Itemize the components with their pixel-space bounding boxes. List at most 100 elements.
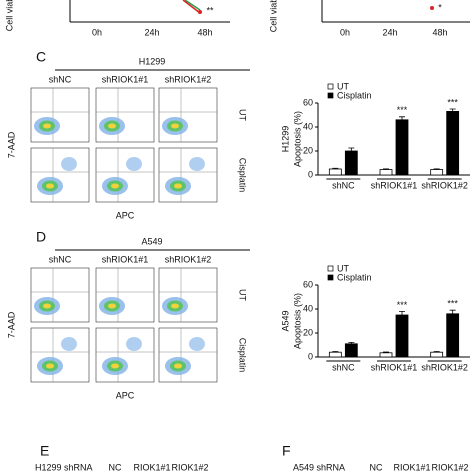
panel-label: C xyxy=(36,49,46,65)
error-bar xyxy=(399,311,405,315)
bar xyxy=(328,351,342,358)
error-bar xyxy=(449,108,456,112)
flow-plot xyxy=(30,87,90,143)
flow-plot xyxy=(95,147,155,203)
lane-label: RIOK1#1 xyxy=(393,462,430,472)
population xyxy=(189,157,205,171)
population xyxy=(43,123,51,129)
significance: * xyxy=(438,2,442,12)
y-label: Apoptosis (%) xyxy=(292,293,302,349)
bar xyxy=(344,150,358,176)
significance: *** xyxy=(447,299,458,309)
column-label: shNC xyxy=(49,74,72,84)
bar xyxy=(379,169,393,176)
flow-plot xyxy=(158,327,218,383)
bar xyxy=(430,351,444,358)
column-label: shNC xyxy=(49,254,72,264)
y-label: Apoptosis (%) xyxy=(292,111,302,167)
point xyxy=(198,10,202,14)
panel-label: D xyxy=(36,229,46,245)
curve xyxy=(182,0,201,14)
y-tick-label: 0 xyxy=(308,351,313,361)
significance: ** xyxy=(206,5,214,15)
flow-plot xyxy=(158,147,218,203)
population xyxy=(46,183,54,189)
x-tick-label: shNC xyxy=(332,180,355,190)
bar xyxy=(446,111,460,176)
x-tick-label: shNC xyxy=(332,362,355,372)
error-bar xyxy=(383,351,389,353)
significance: *** xyxy=(397,105,408,115)
row-label: Cisplatin xyxy=(238,158,248,193)
population xyxy=(174,363,182,369)
x-label: APC xyxy=(116,390,135,400)
panel-title: H1299 xyxy=(139,56,166,66)
population xyxy=(43,303,51,309)
lane-label: RIOK1#1 xyxy=(133,462,170,472)
column-label: shRIOK1#2 xyxy=(165,254,212,264)
column-label: shRIOK1#1 xyxy=(102,254,149,264)
y-tick-label: 20 xyxy=(303,327,313,337)
error-bar xyxy=(433,351,440,353)
population xyxy=(111,363,119,369)
bar xyxy=(395,314,409,358)
legend-label: Cisplatin xyxy=(337,272,372,282)
y-tick-label: 40 xyxy=(303,121,313,131)
y-label: Cell viab xyxy=(4,0,14,31)
flow-plot xyxy=(95,267,155,323)
error-bar xyxy=(383,168,389,170)
y-tick-label: 60 xyxy=(303,97,313,107)
legend-swatch xyxy=(327,265,334,272)
x-tick-label: shRIOK1#1 xyxy=(371,362,418,372)
population xyxy=(61,157,77,171)
lane-label: NC xyxy=(370,462,383,472)
x-tick-label: 48h xyxy=(432,27,447,37)
y-tick-label: 20 xyxy=(303,145,313,155)
row-label: UT xyxy=(238,289,248,301)
flow-plot xyxy=(30,327,90,383)
error-bar xyxy=(332,167,339,169)
population xyxy=(46,363,54,369)
legend-swatch xyxy=(327,274,334,281)
column-label: shRIOK1#1 xyxy=(102,74,149,84)
cell-line: H1299 xyxy=(280,126,290,153)
column-label: shRIOK1#2 xyxy=(165,74,212,84)
population xyxy=(171,123,179,129)
flow-plot xyxy=(30,147,90,203)
y-tick-label: 40 xyxy=(303,303,313,313)
x-tick-label: shRIOK1#2 xyxy=(421,180,468,190)
x-tick-label: 24h xyxy=(144,27,159,37)
x-tick-label: 24h xyxy=(382,27,397,37)
population xyxy=(108,123,116,129)
bar xyxy=(328,168,342,176)
legend-label: Cisplatin xyxy=(337,90,372,100)
y-label: Cell viabi xyxy=(268,0,278,32)
row-label: Cisplatin xyxy=(238,338,248,373)
x-tick-label: shRIOK1#1 xyxy=(371,180,418,190)
cell-line: A549 xyxy=(280,310,290,331)
x-tick-label: 0h xyxy=(92,27,102,37)
error-bar xyxy=(449,309,456,314)
panel-label: E xyxy=(40,443,49,459)
flow-plot xyxy=(95,87,155,143)
error-bar xyxy=(433,168,440,170)
panel-title: A549 xyxy=(141,236,162,246)
population xyxy=(61,337,77,351)
error-bar xyxy=(332,351,339,353)
row-label: UT xyxy=(238,109,248,121)
bar xyxy=(344,343,358,358)
flow-plot xyxy=(158,87,218,143)
significance: *** xyxy=(447,97,458,107)
x-tick-label: 48h xyxy=(197,27,212,37)
curve xyxy=(184,0,201,11)
population xyxy=(108,303,116,309)
y-label: 7-AAD xyxy=(6,311,16,338)
lane-label: RIOK1#2 xyxy=(171,462,208,472)
bar xyxy=(446,313,460,358)
error-bar xyxy=(348,341,355,344)
legend-swatch xyxy=(327,92,334,99)
flow-plot xyxy=(95,327,155,383)
bar xyxy=(395,119,409,176)
blot-title: A549 shRNA xyxy=(293,462,345,472)
